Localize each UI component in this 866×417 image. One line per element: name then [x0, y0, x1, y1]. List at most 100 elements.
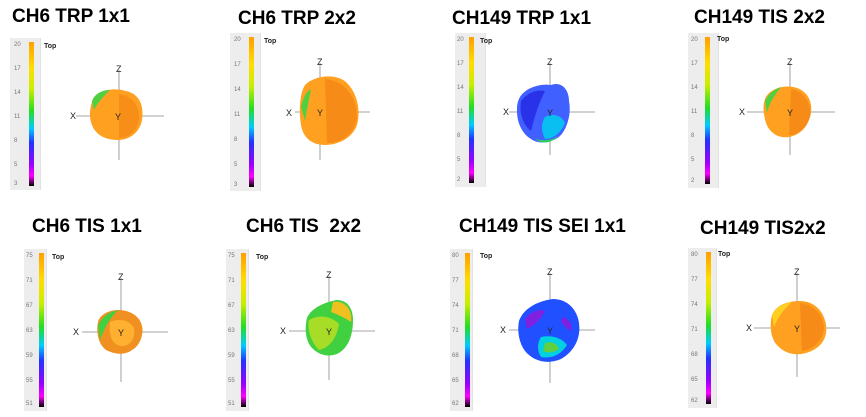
pattern-core — [331, 301, 352, 322]
scale-tick: 75 — [228, 253, 235, 259]
color-scale-bar — [29, 42, 34, 186]
color-scale: 80 77 74 71 68 65 62 — [450, 249, 473, 411]
scale-tick: 75 — [26, 253, 33, 259]
color-scale-bar — [706, 252, 711, 404]
scale-tick: 5 — [14, 162, 18, 168]
scale-tick: 8 — [234, 137, 238, 143]
scale-tick: 11 — [691, 109, 698, 115]
color-scale-bar — [241, 253, 246, 407]
scale-tick: 51 — [26, 401, 33, 407]
pattern-edge — [765, 87, 781, 113]
color-scale-bar — [469, 37, 474, 183]
scale-tick: 17 — [234, 62, 241, 68]
panel-title: CH6 TIS 2x2 — [246, 216, 362, 237]
color-scale: 20 17 14 11 8 5 2 — [688, 33, 719, 188]
z-axis-label: Z — [547, 267, 553, 277]
x-axis-label: X — [500, 325, 506, 335]
scale-tick: 80 — [452, 253, 459, 259]
color-scale: 20 17 14 11 8 5 3 — [10, 38, 41, 190]
pattern-edge — [535, 135, 559, 143]
x-axis-label: X — [503, 107, 509, 117]
pattern-shade — [325, 79, 357, 143]
panel-title: CH6 TIS 1x1 — [32, 216, 142, 237]
scale-tick: 71 — [452, 328, 459, 334]
scale-tick: 20 — [691, 37, 698, 43]
pattern-core — [109, 320, 135, 346]
top-label: Top — [717, 36, 730, 43]
panel-title: CH149 TIS SEI 1x1 — [459, 216, 626, 237]
panel-title: CH149 TIS 2x2 — [694, 7, 825, 28]
z-axis-label: Z — [794, 267, 800, 277]
y-axis-label: Y — [547, 108, 553, 118]
color-scale-bar — [249, 37, 254, 187]
pattern-green — [543, 342, 559, 353]
scale-tick: 77 — [691, 277, 698, 283]
color-scale: 75 71 67 63 59 55 51 — [24, 249, 47, 411]
panel-title: CH149 TIS2x2 — [700, 218, 826, 239]
scale-tick: 59 — [228, 353, 235, 359]
scale-tick: 51 — [228, 401, 235, 407]
color-scale-bar — [465, 253, 470, 407]
scale-tick: 14 — [234, 87, 241, 93]
z-axis-label: Z — [326, 270, 332, 280]
z-axis-label: Z — [116, 64, 122, 74]
top-label: Top — [44, 43, 57, 50]
scale-tick: 71 — [26, 278, 33, 284]
x-axis-label: X — [70, 111, 76, 121]
scale-tick: 17 — [691, 61, 698, 67]
scale-tick: 11 — [457, 109, 464, 115]
scale-tick: 11 — [234, 112, 241, 118]
z-axis-label: Z — [118, 272, 124, 282]
scale-tick: 71 — [691, 327, 698, 333]
y-axis-label: Y — [547, 326, 553, 336]
radiation-pattern-plot: Z X Y — [503, 57, 595, 155]
scale-tick: 17 — [457, 61, 464, 67]
scale-tick: 63 — [228, 328, 235, 334]
y-axis-label: Y — [317, 108, 323, 118]
scale-tick: 77 — [452, 278, 459, 284]
top-label: Top — [52, 254, 65, 261]
pattern-shade — [520, 90, 545, 131]
x-axis-label: X — [73, 327, 79, 337]
scale-tick: 3 — [234, 182, 238, 188]
pattern-edge — [772, 302, 792, 327]
scale-tick: 5 — [457, 157, 461, 163]
scale-tick: 62 — [452, 401, 459, 407]
radiation-pattern-plot: Z X Y — [70, 64, 164, 160]
x-axis-label: X — [746, 323, 752, 333]
scale-tick: 20 — [234, 37, 241, 43]
radiation-pattern-plot: Z X Y — [739, 57, 835, 155]
scale-tick: 55 — [228, 378, 235, 384]
scale-tick: 11 — [14, 114, 21, 120]
color-scale: 80 77 74 71 68 65 62 — [688, 248, 717, 408]
scale-tick: 67 — [26, 303, 33, 309]
x-axis-label: X — [286, 108, 292, 118]
pattern-purple — [525, 310, 545, 329]
scale-tick: 8 — [457, 133, 461, 139]
color-scale: 75 71 67 63 59 55 51 — [226, 249, 249, 411]
scale-tick: 55 — [26, 378, 33, 384]
pattern-shade — [119, 94, 140, 138]
pattern-shade — [800, 303, 824, 351]
scale-tick: 5 — [234, 162, 238, 168]
radiation-pattern-plot: Z X Y — [73, 272, 168, 382]
scale-tick: 80 — [691, 252, 698, 258]
z-axis-label: Z — [317, 57, 323, 67]
scale-tick: 74 — [452, 303, 459, 309]
scale-tick: 67 — [228, 303, 235, 309]
color-scale: 20 17 14 11 8 5 3 — [230, 33, 261, 191]
radiation-pattern-plot: Z X Y — [280, 270, 375, 380]
y-axis-label: Y — [118, 328, 124, 338]
scale-tick: 8 — [691, 133, 695, 139]
scale-tick: 8 — [14, 138, 18, 144]
scale-tick: 2 — [691, 178, 695, 184]
scale-tick: 63 — [26, 328, 33, 334]
radiation-pattern-plot: Z X Y — [746, 267, 840, 377]
pattern-purple-2 — [561, 317, 572, 331]
radiation-pattern-plot: Z X Y — [286, 57, 370, 160]
y-axis-label: Y — [115, 112, 121, 122]
scale-tick: 74 — [691, 302, 698, 308]
y-axis-label: Y — [326, 327, 332, 337]
scale-tick: 20 — [14, 42, 21, 48]
scale-tick: 14 — [457, 85, 464, 91]
